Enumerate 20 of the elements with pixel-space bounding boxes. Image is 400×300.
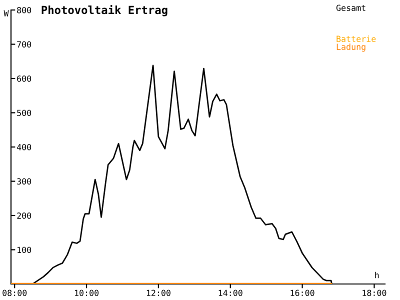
chart-title: Photovoltaik Ertrag <box>42 4 168 16</box>
y-tick-label: 600 <box>17 76 32 82</box>
legend-label: Batterie <box>336 36 376 42</box>
x-tick-label: 08:00 <box>2 290 27 296</box>
text: Gesamt <box>336 4 366 11</box>
y-axis-title: W <box>4 10 9 16</box>
y-tick-label: 700 <box>17 41 32 48</box>
y-tick-label: 300 <box>17 178 32 185</box>
y-tick-label: 500 <box>17 110 32 116</box>
y-tick-label: 100 <box>18 246 32 254</box>
text: Ladung <box>336 44 366 52</box>
x-tick-label: 10:00 <box>74 290 99 296</box>
x-axis-title: h <box>375 272 379 278</box>
x-tick-label: 18:00 <box>362 290 386 296</box>
y-tick-label: 400 <box>16 144 32 150</box>
x-tick-label: 14:00 <box>218 290 242 296</box>
x-tick-label: 16:00 <box>290 290 314 296</box>
x-tick-label: 12:00 <box>146 290 170 296</box>
y-tick-label: 200 <box>17 212 32 219</box>
y-tick-label: 800 <box>17 7 32 14</box>
